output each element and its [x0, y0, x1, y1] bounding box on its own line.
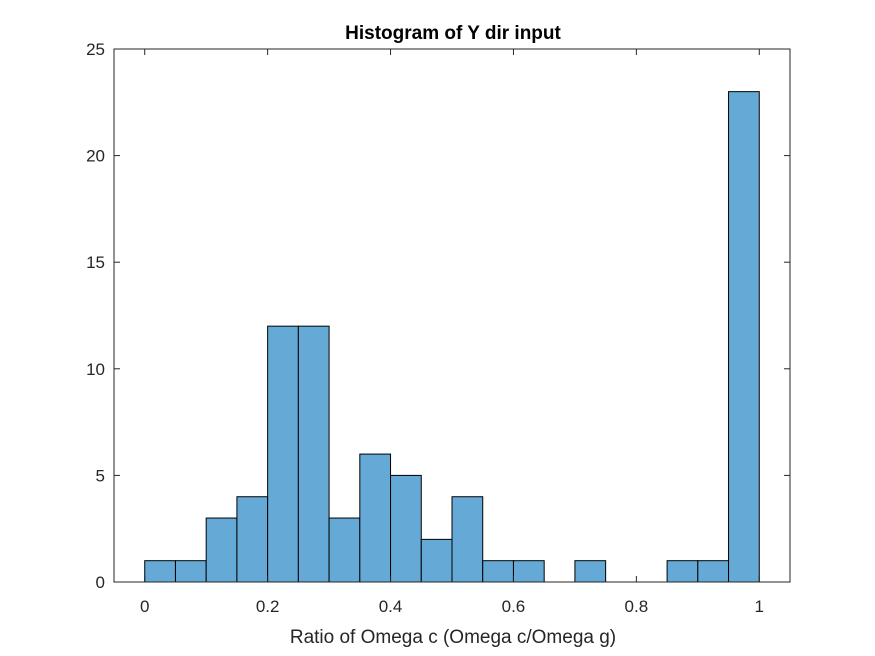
x-tick-label: 0.4	[379, 597, 403, 616]
x-tick-label: 0.6	[502, 597, 526, 616]
histogram-bar	[451, 496, 484, 583]
axes	[113, 48, 791, 583]
y-tick-label: 15	[86, 253, 105, 272]
histogram-bar	[297, 325, 330, 583]
chart-title: Histogram of Y dir input	[345, 23, 561, 44]
histogram-bar	[359, 453, 392, 583]
histogram-bar	[236, 496, 269, 583]
y-tick-label: 5	[96, 466, 105, 485]
histogram-bar	[328, 517, 361, 583]
x-tick-labels: 0 0.2 0.4 0.6 0.8 1	[140, 597, 764, 616]
histogram-bar	[205, 517, 238, 583]
x-axis-label: Ratio of Omega c (Omega c/Omega g)	[290, 627, 616, 648]
histogram-bars	[144, 91, 760, 583]
x-tick-label: 1	[755, 597, 764, 616]
histogram-bar	[390, 474, 422, 583]
histogram-bar	[728, 91, 760, 583]
histogram-bar	[666, 560, 699, 583]
histogram-bar	[420, 538, 453, 583]
x-tick-label: 0.8	[625, 597, 649, 616]
y-tick-label: 25	[86, 40, 105, 59]
histogram-bar	[482, 560, 514, 583]
histogram-bar	[574, 560, 607, 583]
plot-box	[113, 48, 791, 583]
histogram-bar	[174, 560, 207, 583]
x-tick-label: 0.2	[256, 597, 280, 616]
x-tick-label: 0	[140, 597, 149, 616]
y-tick-labels: 0 5 10 15 20 25	[86, 40, 105, 592]
y-tick-label: 10	[86, 360, 105, 379]
y-tick-label: 0	[96, 573, 105, 592]
histogram-bar	[144, 560, 176, 583]
histogram-bar	[512, 560, 545, 583]
y-tick-label: 20	[86, 147, 105, 166]
histogram-bar	[267, 325, 299, 583]
histogram-bar	[697, 560, 730, 583]
